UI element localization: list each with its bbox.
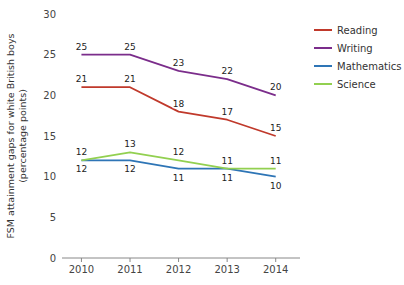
data-label: 11 <box>221 156 232 166</box>
data-label: 12 <box>124 164 135 174</box>
y-tick-label: 25 <box>43 49 56 60</box>
legend-label: Mathematics <box>337 61 401 72</box>
data-label: 21 <box>76 74 87 84</box>
data-label: 18 <box>173 99 185 109</box>
data-label: 12 <box>76 164 87 174</box>
y-tick-label: 20 <box>43 90 56 101</box>
x-tick <box>130 258 131 262</box>
data-label: 13 <box>124 139 135 149</box>
y-axis-label-line: FSM attainment gaps for white British bo… <box>5 33 16 238</box>
data-label: 22 <box>221 66 232 76</box>
data-label: 21 <box>124 74 135 84</box>
legend-swatch <box>314 29 332 31</box>
x-tick-label: 2013 <box>214 264 239 275</box>
y-tick-label: 0 <box>50 253 56 264</box>
legend-label: Writing <box>337 43 373 54</box>
y-tick-label: 10 <box>43 171 56 182</box>
series-line <box>81 87 275 136</box>
chart: 05101520253020102011201220132014FSM atta… <box>0 0 404 285</box>
data-label: 11 <box>270 156 281 166</box>
x-axis-line <box>62 258 300 259</box>
x-tick <box>227 258 228 262</box>
x-tick-label: 2014 <box>263 264 288 275</box>
data-label: 17 <box>221 107 232 117</box>
x-tick <box>178 258 179 262</box>
data-label: 11 <box>173 173 184 183</box>
legend-label: Reading <box>337 25 378 36</box>
data-label: 20 <box>270 82 282 92</box>
data-label: 15 <box>270 123 281 133</box>
legend-label: Science <box>337 79 376 90</box>
x-tick-label: 2010 <box>69 264 94 275</box>
y-axis-label: FSM attainment gaps for white British bo… <box>5 33 28 238</box>
y-axis-label-line: (percentage points) <box>17 89 28 183</box>
x-tick-label: 2012 <box>166 264 191 275</box>
y-tick-label: 15 <box>43 131 56 142</box>
plot-area <box>81 55 275 177</box>
y-tick-label: 30 <box>43 9 56 20</box>
data-label: 10 <box>270 181 282 191</box>
x-tick <box>275 258 276 262</box>
data-label: 25 <box>76 42 87 52</box>
data-label: 23 <box>173 58 184 68</box>
legend-swatch <box>314 47 332 49</box>
legend-swatch <box>314 83 332 85</box>
data-label: 12 <box>173 147 184 157</box>
x-tick-label: 2011 <box>117 264 142 275</box>
data-label: 12 <box>76 147 87 157</box>
y-tick-label: 5 <box>50 212 56 223</box>
legend-swatch <box>314 65 332 67</box>
series-line <box>81 55 275 96</box>
x-tick <box>81 258 82 262</box>
data-label: 25 <box>124 42 135 52</box>
data-label: 11 <box>221 173 232 183</box>
